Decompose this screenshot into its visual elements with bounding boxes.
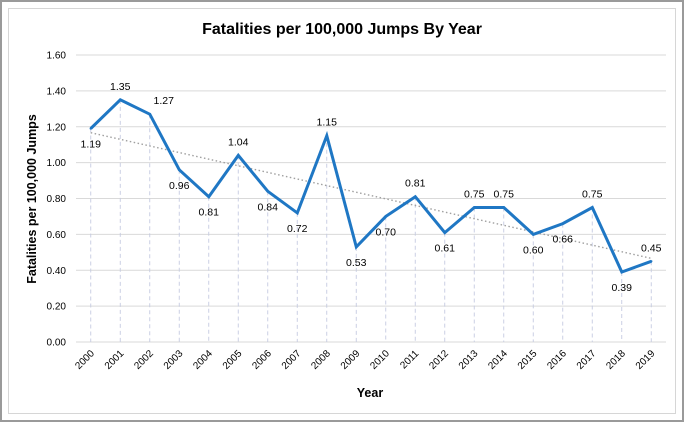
x-axis-title: Year	[357, 386, 384, 400]
data-label: 0.81	[405, 178, 426, 190]
x-tick-label: 2013	[457, 348, 481, 372]
x-tick-label: 2005	[221, 348, 245, 372]
data-label: 1.35	[110, 81, 131, 93]
y-tick-label: 0.20	[47, 302, 67, 313]
data-label: 1.15	[317, 117, 338, 129]
x-tick-label: 2015	[516, 348, 540, 372]
data-point	[473, 206, 476, 209]
data-label: 0.60	[523, 244, 544, 256]
x-tick-label: 2001	[103, 348, 127, 372]
data-point	[443, 231, 446, 234]
data-labels: 1.19 1.35 1.27 0.96 0.81 1.04 0.84 0.72 1.15 0.53…	[81, 81, 662, 294]
x-tick-label: 2008	[309, 348, 333, 372]
x-tick-label: 2003	[162, 348, 186, 372]
data-label: 1.19	[81, 139, 102, 151]
data-label: 1.27	[154, 95, 175, 107]
y-tick-label: 0.60	[47, 230, 67, 241]
data-point	[561, 222, 564, 225]
y-tick-label: 0.00	[47, 338, 67, 349]
series-path	[89, 97, 652, 274]
y-tick-label: 1.60	[47, 51, 67, 62]
x-tick-label: 2002	[132, 348, 156, 372]
data-label: 0.61	[435, 243, 456, 255]
y-tick-label: 1.20	[47, 122, 67, 133]
y-tick-label: 0.40	[47, 266, 67, 277]
x-tick-label: 2018	[604, 348, 628, 372]
x-tick-label: 2016	[545, 348, 569, 372]
data-label: 0.84	[258, 201, 279, 213]
data-label: 0.75	[494, 188, 515, 200]
data-point	[119, 98, 122, 102]
x-tick-label: 2012	[427, 348, 451, 372]
x-tick-label: 2009	[339, 348, 363, 372]
data-point	[325, 134, 328, 137]
data-point	[591, 206, 594, 209]
x-tick-label: 2004	[191, 348, 215, 372]
data-label: 0.66	[553, 234, 574, 246]
data-label: 0.72	[287, 223, 308, 235]
data-point	[414, 195, 417, 198]
gridlines	[76, 54, 666, 343]
data-label: 0.75	[582, 188, 603, 200]
series-line	[89, 97, 653, 274]
data-point	[266, 190, 269, 193]
data-label: 0.45	[641, 242, 662, 254]
x-tick-label: 2019	[634, 348, 658, 372]
data-point	[620, 270, 623, 274]
x-tick-label: 2011	[398, 348, 421, 371]
data-point	[355, 245, 358, 249]
x-tick-label: 2006	[250, 348, 274, 372]
x-tick-label: 2010	[368, 348, 392, 372]
y-tick-label: 1.40	[47, 86, 67, 97]
y-tick-label: 0.80	[47, 194, 67, 205]
data-label: 0.53	[346, 257, 367, 269]
data-label: 0.75	[464, 188, 485, 200]
x-tick-label: 2000	[73, 348, 97, 372]
x-tick-label: 2017	[575, 348, 599, 372]
x-tick-label: 2007	[280, 348, 304, 372]
data-point	[148, 112, 151, 116]
data-point	[89, 127, 92, 130]
data-point	[207, 195, 210, 198]
chart-area	[8, 8, 676, 414]
drop-lines	[90, 99, 652, 342]
data-label: 0.81	[199, 207, 220, 219]
y-axis-title: Fatalities per 100,000 Jumps	[25, 114, 39, 284]
data-label: 0.70	[376, 226, 397, 238]
x-tick-label: 2014	[486, 348, 510, 372]
data-point	[502, 206, 505, 209]
chart-title: Fatalities per 100,000 Jumps By Year	[202, 21, 482, 38]
data-point	[650, 260, 653, 263]
y-tick-labels: 0.00 0.20 0.40 0.60 0.80 1.00 1.20 1.40 1.60	[47, 51, 67, 349]
data-point	[178, 168, 181, 171]
y-tick-label: 1.00	[47, 158, 67, 169]
data-label: 1.04	[228, 136, 249, 148]
data-label: 0.39	[612, 282, 633, 294]
data-point	[237, 154, 240, 157]
data-label: 0.96	[169, 180, 190, 192]
data-point	[296, 211, 299, 215]
data-point	[384, 215, 387, 218]
data-point	[532, 233, 535, 236]
x-tick-labels: 2000 2001 2002 2003 2004 2005 2006 2007 2008 2009…	[73, 348, 657, 372]
